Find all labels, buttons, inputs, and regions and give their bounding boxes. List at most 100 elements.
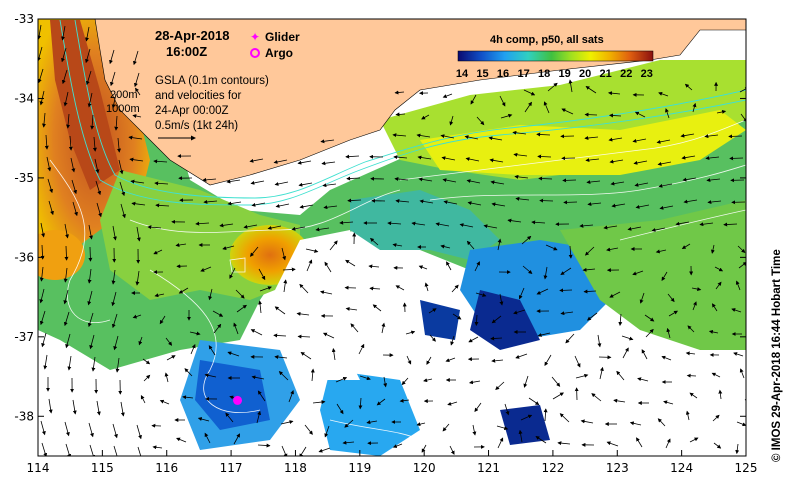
credit-text: © IMOS 29-Apr-2018 16:44 Hobart Time bbox=[771, 249, 783, 462]
velocity-arrow bbox=[423, 378, 433, 383]
velocity-arrow bbox=[585, 158, 600, 163]
velocity-arrow bbox=[681, 155, 696, 160]
velocity-arrow bbox=[202, 177, 217, 182]
velocity-arrow bbox=[208, 345, 216, 356]
velocity-arrow bbox=[87, 92, 93, 108]
velocity-arrow bbox=[225, 412, 234, 423]
velocity-arrow bbox=[464, 135, 479, 140]
velocity-arrow bbox=[689, 437, 699, 443]
velocity-arrow bbox=[376, 398, 386, 406]
velocity-arrow bbox=[692, 301, 697, 311]
velocity-arrow bbox=[421, 114, 430, 120]
velocity-arrow bbox=[324, 425, 330, 438]
velocity-arrow bbox=[67, 355, 72, 371]
x-tick-label: 117 bbox=[220, 461, 243, 475]
velocity-arrow bbox=[275, 203, 290, 208]
sst-field bbox=[38, 19, 746, 456]
velocity-arrow bbox=[416, 133, 431, 138]
isobaths bbox=[59, 19, 746, 206]
velocity-arrow bbox=[635, 204, 650, 209]
velocity-arrow bbox=[345, 306, 358, 311]
velocity-arrow bbox=[346, 176, 361, 181]
velocity-arrow bbox=[65, 443, 72, 456]
y-tick-label: -34 bbox=[14, 91, 34, 105]
velocity-arrow bbox=[739, 368, 745, 379]
velocity-arrow bbox=[489, 158, 504, 163]
velocity-arrow bbox=[644, 314, 655, 322]
velocity-arrow bbox=[536, 288, 549, 295]
velocity-arrow bbox=[655, 249, 667, 254]
velocity-arrow bbox=[641, 349, 648, 360]
velocity-arrow bbox=[707, 200, 722, 205]
velocity-arrow bbox=[512, 130, 527, 135]
velocity-arrow bbox=[250, 180, 265, 185]
plot-frame bbox=[37, 18, 747, 457]
velocity-arrow bbox=[63, 311, 70, 327]
velocity-arrow bbox=[387, 221, 402, 226]
velocity-arrow bbox=[329, 240, 338, 251]
velocity-arrow bbox=[43, 354, 48, 370]
gsla-line-4: 0.5m/s (1kt 24h) bbox=[155, 120, 238, 132]
velocity-arrow bbox=[42, 112, 46, 128]
velocity-arrow bbox=[544, 354, 552, 366]
velocity-arrow bbox=[256, 410, 262, 424]
velocity-arrow bbox=[418, 265, 428, 270]
velocity-arrow bbox=[606, 247, 619, 252]
x-tick-label: 125 bbox=[735, 461, 758, 475]
y-axis: -33 -34 -35 -36 -37 -38 bbox=[14, 12, 746, 423]
velocity-arrow bbox=[299, 446, 307, 456]
velocity-arrow bbox=[321, 161, 336, 166]
gsla-line-1: GSLA (0.1m contours) bbox=[155, 75, 269, 87]
velocity-arrow bbox=[109, 71, 116, 87]
velocity-arrow bbox=[545, 244, 558, 251]
velocity-arrow bbox=[523, 375, 529, 388]
velocity-arrow bbox=[715, 281, 722, 290]
velocity-arrow bbox=[154, 181, 169, 186]
velocity-arrow bbox=[609, 159, 624, 164]
velocity-arrow bbox=[250, 329, 263, 336]
velocity-arrow bbox=[344, 419, 354, 428]
velocity-arrow bbox=[190, 343, 196, 355]
velocity-arrow bbox=[411, 221, 426, 226]
velocity-arrow bbox=[704, 134, 719, 139]
velocity-arrow bbox=[322, 332, 335, 339]
velocity-arrow bbox=[38, 46, 43, 62]
velocity-arrow bbox=[692, 102, 697, 113]
velocity-arrow bbox=[634, 182, 649, 187]
velocity-arrow bbox=[322, 183, 337, 188]
velocity-arrow bbox=[370, 237, 379, 246]
velocity-arrow bbox=[233, 433, 240, 445]
velocity-arrow bbox=[499, 293, 504, 306]
velocity-arrow bbox=[195, 221, 210, 226]
velocity-arrow bbox=[622, 347, 629, 359]
velocity-arrow bbox=[445, 357, 456, 362]
velocity-arrow bbox=[475, 292, 487, 297]
velocity-arrow bbox=[38, 24, 42, 40]
x-tick-label: 121 bbox=[477, 461, 500, 475]
velocity-arrow bbox=[40, 420, 46, 436]
velocity-arrow bbox=[154, 293, 165, 298]
y-tick-label: -36 bbox=[14, 250, 34, 264]
velocity-arrow bbox=[713, 442, 722, 449]
velocity-arrow bbox=[535, 436, 547, 444]
velocity-arrow bbox=[738, 261, 746, 269]
velocity-arrow bbox=[65, 333, 71, 349]
velocity-arrow bbox=[440, 244, 451, 249]
velocity-arrow bbox=[465, 157, 480, 162]
velocity-arrow bbox=[44, 134, 49, 150]
velocity-arrow bbox=[452, 313, 462, 320]
velocity-arrow bbox=[200, 266, 212, 272]
velocity-arrow bbox=[112, 423, 118, 439]
colorbar-tick-label: 18 bbox=[538, 68, 550, 80]
velocity-arrow bbox=[63, 289, 69, 305]
velocity-arrow bbox=[632, 138, 647, 143]
velocity-arrow bbox=[89, 334, 95, 350]
velocity-arrow bbox=[559, 288, 573, 293]
velocity-arrow bbox=[310, 368, 315, 382]
velocity-arrow bbox=[323, 205, 338, 210]
velocity-arrow bbox=[184, 368, 193, 377]
velocity-arrow bbox=[204, 373, 217, 378]
velocity-arrow bbox=[320, 139, 335, 144]
velocity-arrow bbox=[537, 332, 551, 337]
velocity-arrow bbox=[406, 355, 412, 365]
